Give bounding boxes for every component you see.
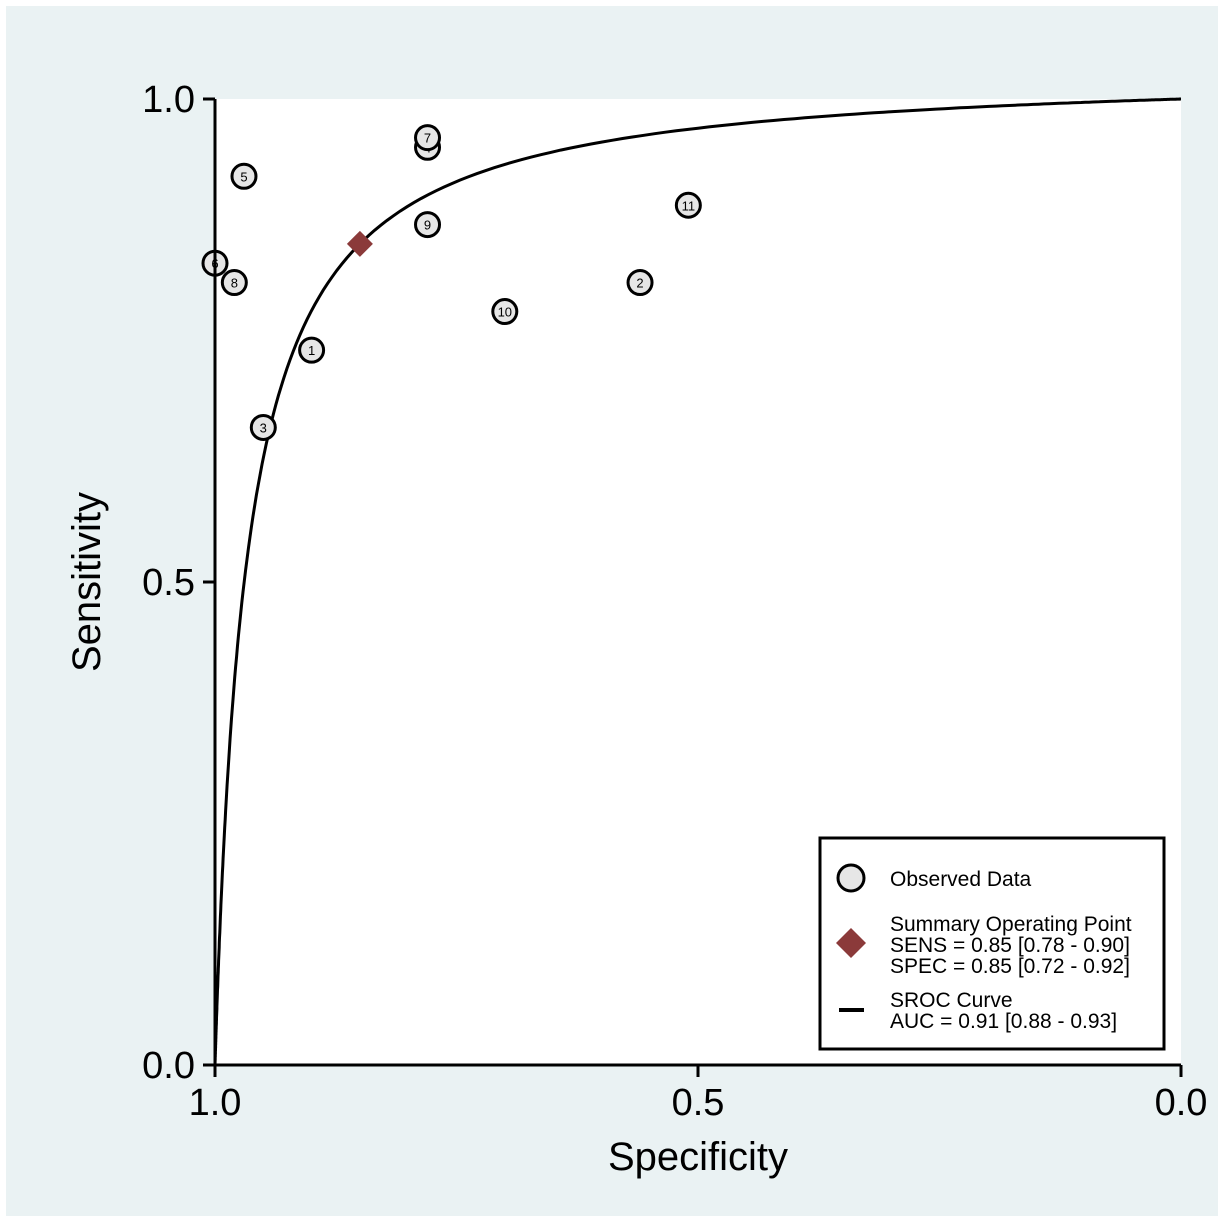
observed-study-marker xyxy=(414,211,442,239)
observed-study-marker xyxy=(220,269,248,297)
x-tick-label: 0.5 xyxy=(672,1082,725,1124)
legend-summary-sens: SENS = 0.85 [0.78 - 0.90] xyxy=(890,934,1130,957)
study-label: 5 xyxy=(240,169,247,184)
legend: Observed Data Summary Operating Point SE… xyxy=(818,836,1166,1051)
observed-study-marker xyxy=(249,413,277,441)
observed-study-marker xyxy=(414,124,442,152)
legend-observed-marker xyxy=(836,863,866,893)
y-tick-label: 1.0 xyxy=(142,79,195,121)
study-label: 1 xyxy=(308,343,315,358)
observed-study-point: 2 xyxy=(626,269,654,297)
study-label: 8 xyxy=(231,276,238,291)
y-tick-label: 0.0 xyxy=(142,1045,195,1087)
observed-study-point: 9 xyxy=(414,211,442,239)
observed-study-marker xyxy=(626,269,654,297)
observed-study-marker xyxy=(674,191,702,219)
legend-observed-label: Observed Data xyxy=(890,868,1032,891)
study-label: 11 xyxy=(682,198,696,213)
legend-curve-auc: AUC = 0.91 [0.88 - 0.93] xyxy=(890,1010,1117,1033)
observed-study-point: 11 xyxy=(674,191,702,219)
x-axis-ticks: 1.0 0.5 0.0 xyxy=(189,1065,1208,1124)
observed-study-marker xyxy=(491,298,519,326)
study-label: 9 xyxy=(424,218,431,233)
legend-summary-spec: SPEC = 0.85 [0.72 - 0.92] xyxy=(890,955,1130,978)
legend-summary-marker xyxy=(836,928,866,958)
legend-curve-title: SROC Curve xyxy=(890,989,1013,1012)
study-label: 3 xyxy=(260,420,267,435)
observed-study-point: 5 xyxy=(230,162,258,190)
summary-operating-point xyxy=(346,230,373,257)
observed-study-marker xyxy=(230,162,258,190)
observed-study-point: 1 xyxy=(298,336,326,364)
study-label: 7 xyxy=(424,131,431,146)
observed-study-point: 3 xyxy=(249,413,277,441)
observed-study-point: 10 xyxy=(491,298,519,326)
x-tick-label: 1.0 xyxy=(189,1082,242,1124)
x-tick-label: 0.0 xyxy=(1155,1082,1208,1124)
study-label: 2 xyxy=(636,276,643,291)
sroc-curve-line xyxy=(213,97,1181,1066)
legend-summary-title: Summary Operating Point xyxy=(890,913,1132,936)
x-axis-title: Specificity xyxy=(608,1135,788,1179)
summary-point-layer xyxy=(346,230,373,257)
y-tick-label: 0.5 xyxy=(142,562,195,604)
observed-study-point: 7 xyxy=(414,124,442,152)
legend-box xyxy=(818,836,1166,1051)
observed-data-points: 1234567891011 xyxy=(201,124,702,441)
observed-study-point: 8 xyxy=(220,269,248,297)
y-axis-ticks: 0.0 0.5 1.0 xyxy=(142,79,215,1087)
y-axis-title: Sensitivity xyxy=(65,492,109,672)
observed-study-marker xyxy=(298,336,326,364)
study-label: 10 xyxy=(498,305,512,320)
